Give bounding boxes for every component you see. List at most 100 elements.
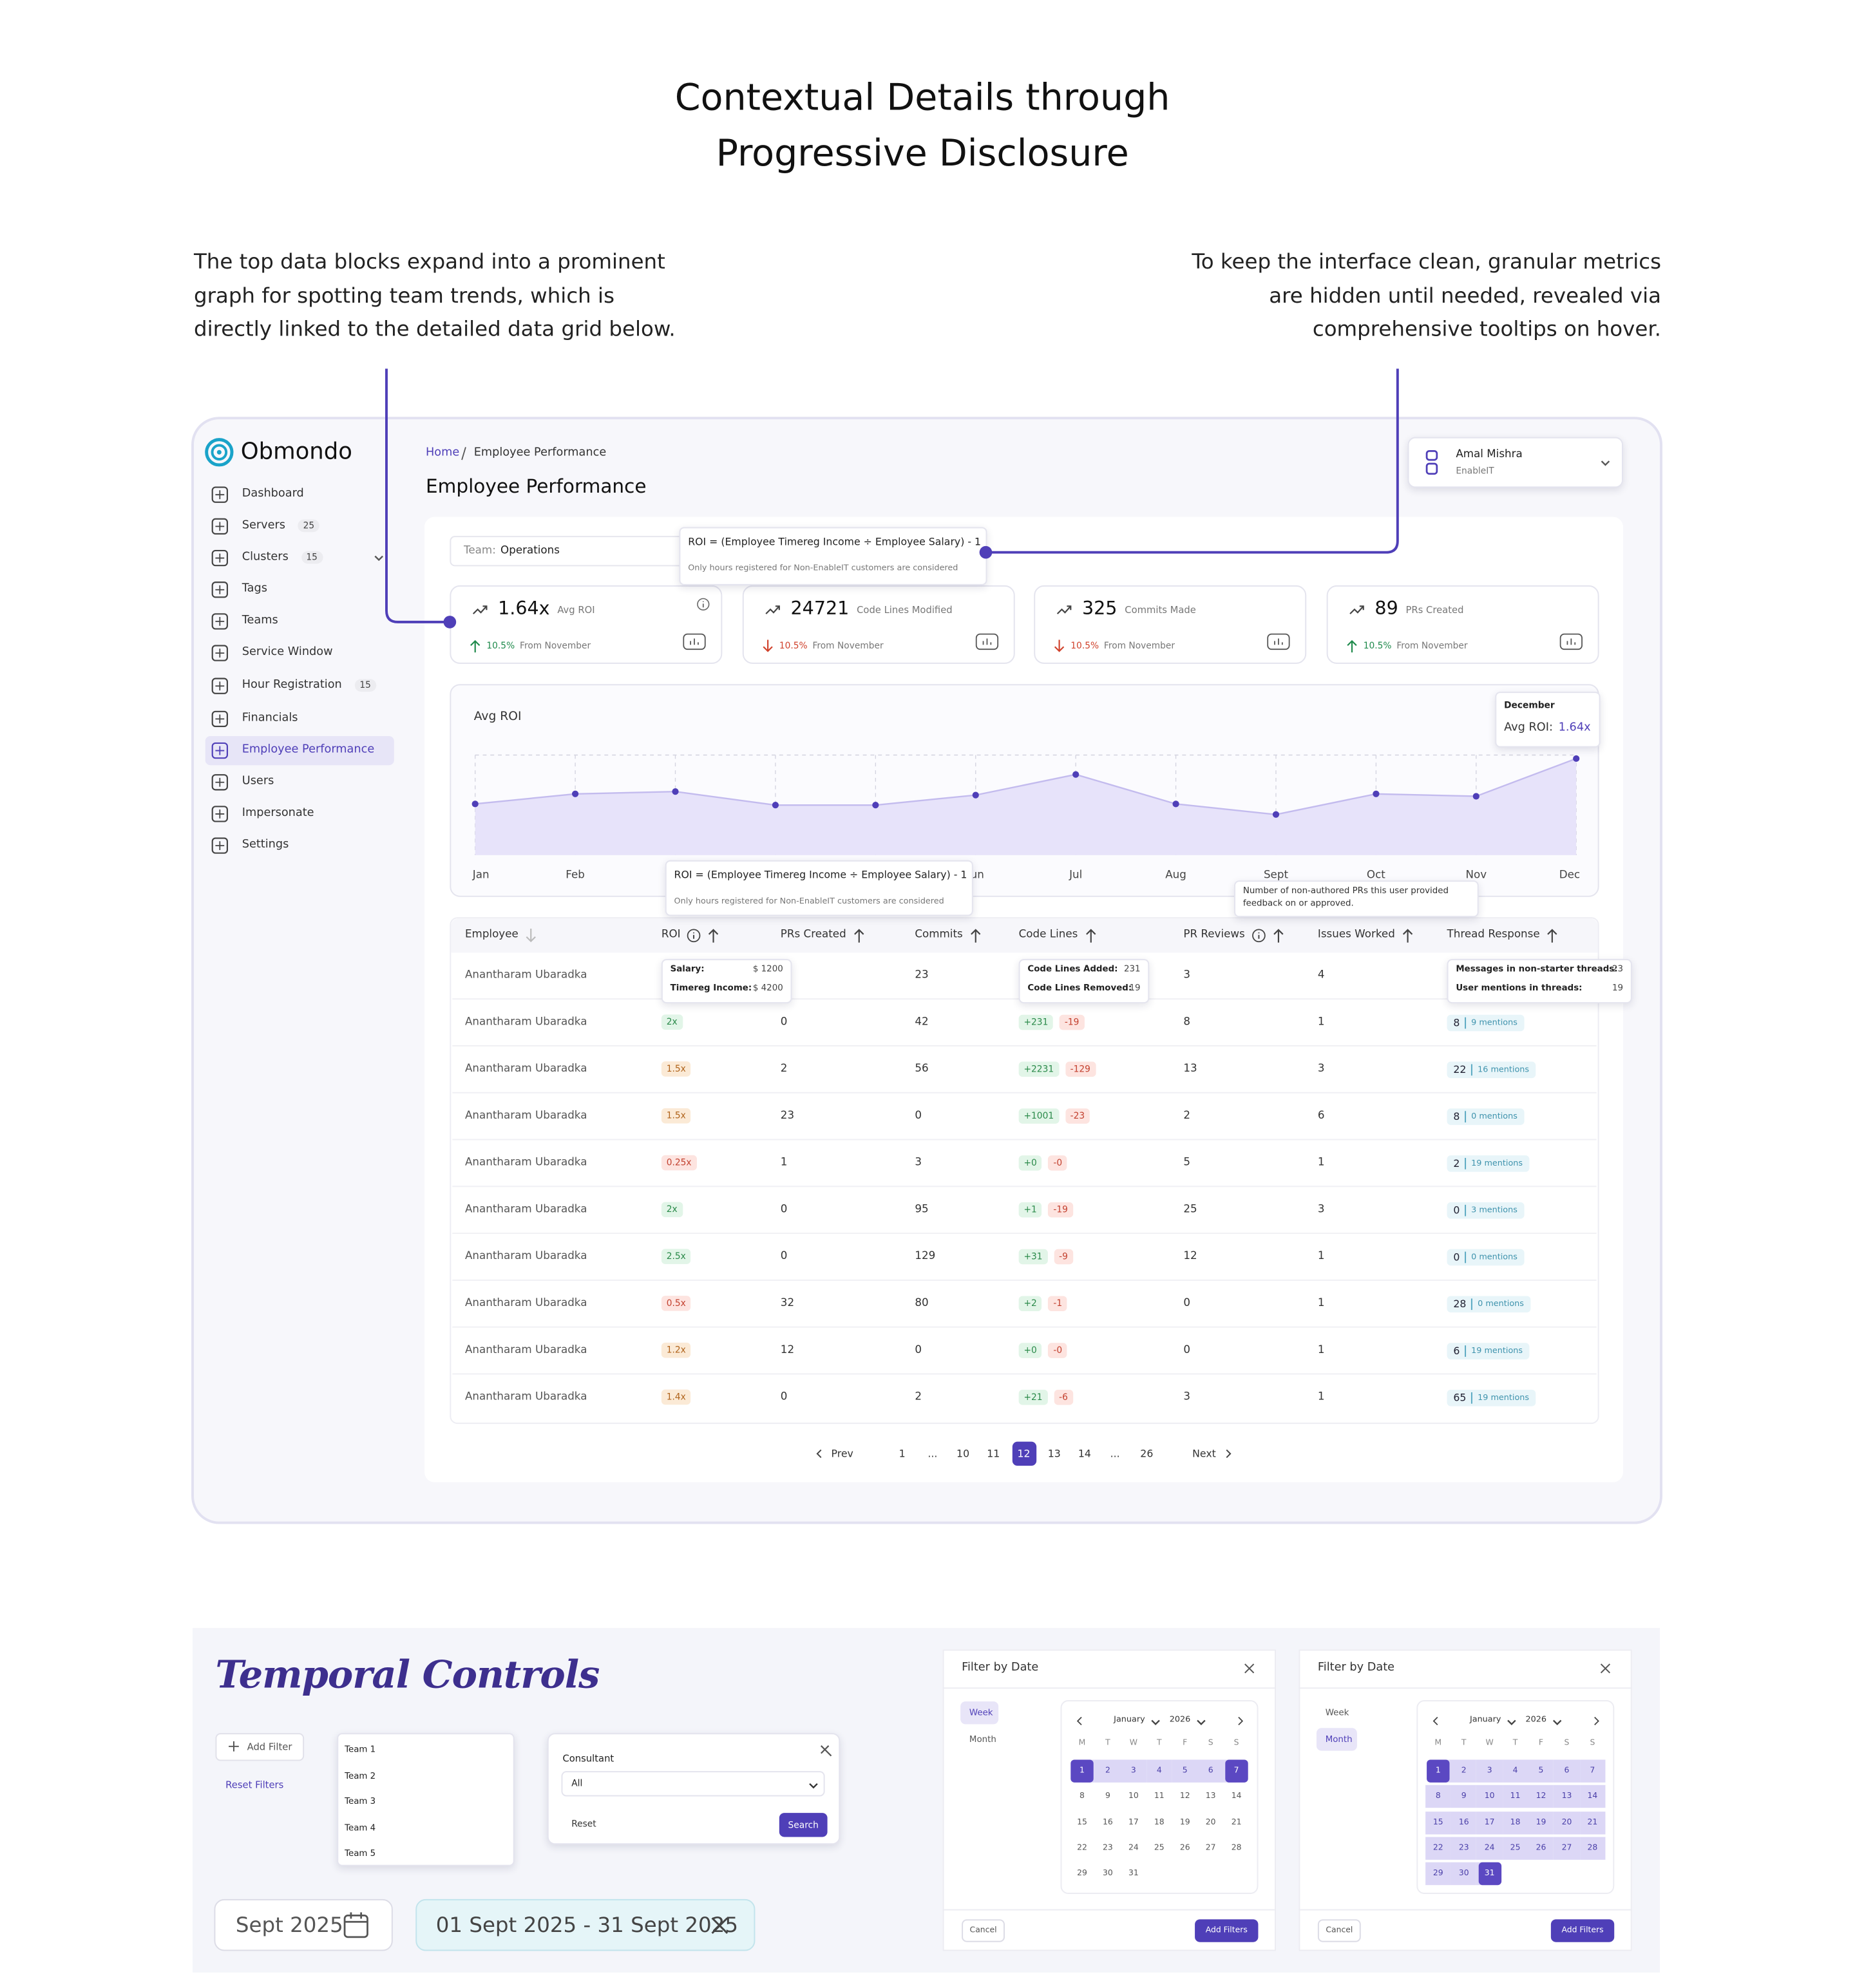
calendar	[1416, 1699, 1615, 1894]
icon-part	[697, 598, 710, 611]
cell-prs: 0	[780, 1016, 788, 1029]
code-lines: +2231 -129	[1018, 1059, 1171, 1079]
icon-part	[1566, 638, 1576, 645]
column-label: Issues Worked	[1317, 928, 1395, 942]
nav-item: Dashboard	[211, 482, 389, 507]
column-label: PR Reviews	[1183, 928, 1245, 942]
roi-pill: 0.25x	[661, 1155, 697, 1171]
day: 20	[1561, 1817, 1572, 1827]
day: 28	[1231, 1843, 1242, 1853]
day: 7	[1233, 1766, 1239, 1775]
mode-option: Month	[969, 1734, 996, 1745]
removed-pill: -129	[1065, 1061, 1096, 1077]
page-number: 14	[1078, 1448, 1091, 1460]
range-band	[1425, 1862, 1451, 1886]
point	[972, 791, 979, 799]
day: 4	[1156, 1766, 1162, 1775]
thread-divider	[1465, 1157, 1467, 1169]
range-chip	[415, 1898, 756, 1951]
range-band	[1451, 1759, 1477, 1783]
team-select	[450, 536, 691, 567]
point	[1373, 790, 1380, 797]
roi-pill: 0.5x	[661, 1296, 691, 1312]
range-band	[1451, 1811, 1477, 1834]
cell-reviews: 3	[1183, 969, 1191, 982]
icon-part	[205, 438, 234, 467]
line	[475, 757, 1577, 815]
icon-part	[215, 584, 225, 594]
cell-prs: 0	[780, 1203, 788, 1216]
cell-employee: Anantharam Ubaradka	[464, 1297, 587, 1310]
icon-part	[461, 447, 466, 460]
nav-label: Tags	[242, 582, 267, 596]
icon-part	[211, 805, 228, 822]
thread-mentions: 3 mentions	[1471, 1204, 1517, 1215]
cal-month: January	[1469, 1714, 1501, 1725]
range-band	[1579, 1811, 1606, 1834]
thread-divider	[1465, 1251, 1467, 1263]
code-lines: +21 -6	[1018, 1387, 1171, 1407]
team-option: Team 2	[345, 1770, 376, 1781]
day: 5	[1538, 1766, 1544, 1775]
range-band	[1476, 1785, 1503, 1808]
thread-mentions: 0 mentions	[1471, 1251, 1517, 1262]
pr-tooltip	[1234, 880, 1479, 918]
day: 23	[1103, 1843, 1113, 1853]
kpi-arrow	[470, 639, 480, 652]
mode-option: Week	[969, 1707, 993, 1718]
thread-pill: 0 3 mentions	[1447, 1200, 1612, 1220]
weekday: W	[1485, 1738, 1494, 1748]
chart-tooltip-value: 1.64x	[1558, 721, 1591, 735]
kpi-value: 325	[1081, 599, 1118, 620]
range-band	[1476, 1811, 1503, 1834]
range-band	[1502, 1811, 1528, 1834]
cal-chevron	[1151, 1719, 1160, 1726]
date-panel-title: Filter by Date	[1317, 1661, 1395, 1674]
tooltip-value: $ 1200	[752, 963, 783, 974]
thread-divider	[1465, 1110, 1467, 1122]
weekday: S	[1233, 1738, 1239, 1748]
cell-reviews: 8	[1183, 1016, 1191, 1029]
thread-count: 6	[1453, 1345, 1460, 1356]
row-divider	[452, 1326, 1597, 1328]
chart-tooltip	[1495, 692, 1601, 748]
panel-divider	[1298, 1687, 1632, 1689]
added-pill: +2	[1018, 1296, 1042, 1312]
code-lines: +0 -0	[1018, 1153, 1171, 1173]
page-number: ...	[928, 1448, 938, 1460]
icon-part	[1600, 1663, 1611, 1674]
icon-part	[820, 1745, 832, 1757]
kpi-expand	[975, 633, 999, 650]
x-tick-label: Nov	[1465, 867, 1487, 880]
removed-pill: -19	[1048, 1202, 1073, 1218]
range-band	[1554, 1785, 1580, 1808]
icon-part	[211, 517, 228, 535]
icon-part	[526, 927, 537, 942]
thread-count: 0	[1453, 1204, 1460, 1216]
icon-part	[1151, 1719, 1160, 1726]
code-lines: +1 -19	[1018, 1200, 1171, 1220]
icon-part	[979, 545, 993, 559]
nav-icon	[211, 644, 228, 661]
range-band	[1579, 1759, 1606, 1783]
cell-reviews: 3	[1183, 1390, 1191, 1404]
icon-part	[1349, 605, 1364, 614]
day: 2	[1105, 1766, 1110, 1775]
user-name: Amal Mishra	[1456, 448, 1523, 461]
column-header: Code Lines	[1019, 925, 1171, 945]
chart-tooltip-label: Avg ROI:	[1504, 721, 1553, 735]
icon-part	[215, 809, 225, 818]
day: 9	[1105, 1792, 1110, 1801]
nav-label: Financials	[242, 712, 298, 725]
nav-icon	[211, 710, 228, 727]
column-header: ROI	[661, 925, 813, 945]
kpi-change: 10.5% From November	[1346, 638, 1561, 654]
cell-prs: 23	[780, 1110, 795, 1122]
icon-part	[374, 555, 383, 562]
cell-reviews: 0	[1183, 1297, 1191, 1310]
icon-part	[765, 605, 780, 614]
icon-part	[1432, 1716, 1438, 1725]
icon-part	[211, 677, 228, 694]
point	[872, 802, 879, 809]
code-lines: +1001 -23	[1018, 1106, 1171, 1126]
